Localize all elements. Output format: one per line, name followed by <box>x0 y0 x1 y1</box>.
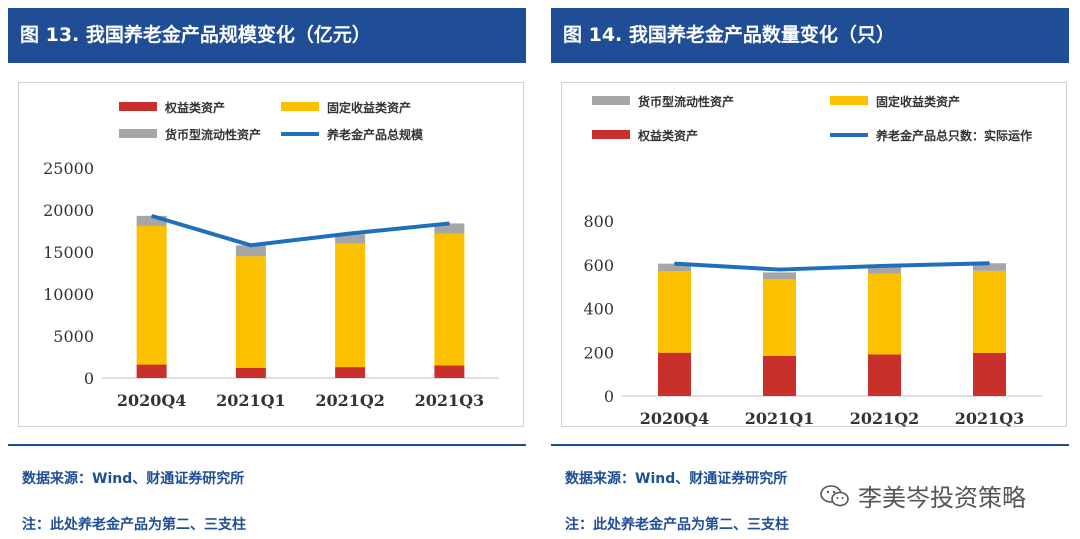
bar-segment <box>658 271 691 353</box>
bar-segment <box>763 272 796 279</box>
figure-14-chart: 0 200 400 600 800 2020Q4 2021Q1 2021Q2 2021Q3 货币型… <box>561 82 1067 428</box>
bar-segment <box>434 365 465 378</box>
legend-swatch <box>592 96 630 105</box>
legend-label: 货币型流动性资产 <box>165 127 261 142</box>
total-line <box>674 261 990 272</box>
bar-segment <box>335 234 366 244</box>
figure-14-title: 图 14. 我国养老金产品数量变化（只） <box>551 8 1069 63</box>
count-chart-svg: 0 200 400 600 800 2020Q4 2021Q1 2021Q2 2021Q3 货币型… <box>583 94 1042 428</box>
y-tick-label: 800 <box>583 212 614 231</box>
bar-segment <box>763 355 796 396</box>
figure-13-title: 图 13. 我国养老金产品规模变化（亿元） <box>8 8 526 63</box>
total-line-point <box>674 263 675 265</box>
bar-segment <box>434 223 465 234</box>
bar-segment <box>868 354 901 396</box>
bar-segment <box>973 263 1006 271</box>
figure-13-source: 数据来源：Wind、财通证券研究所 <box>22 471 245 487</box>
bar-segment <box>335 243 366 368</box>
bar-segment <box>235 245 266 257</box>
figure-13-chart: 0 5000 10000 15000 20000 25000 2020Q4 2021Q1 202… <box>18 82 524 427</box>
legend-label: 固定收益类资产 <box>327 100 411 115</box>
figure-13-panel: 图 13. 我国养老金产品规模变化（亿元） 0 5000 10000 15000 200… <box>8 0 526 539</box>
legend-swatch <box>830 96 868 105</box>
total-line-point <box>250 244 252 246</box>
bar-segment <box>136 364 167 378</box>
y-tick-label: 600 <box>583 256 614 275</box>
legend-label: 养老金产品总只数：实际运作 <box>875 128 1032 143</box>
y-tick-label: 20000 <box>43 201 94 220</box>
y-tick-label: 200 <box>583 343 614 362</box>
legend-label: 货币型流动性资产 <box>638 94 734 109</box>
y-tick-label: 0 <box>84 369 94 388</box>
x-category-label: 2021Q1 <box>216 391 286 410</box>
y-tick-label: 0 <box>604 387 614 406</box>
bar-segment <box>973 270 1006 353</box>
bar-segment <box>335 367 366 378</box>
legend-swatch <box>592 130 630 139</box>
legend-label: 固定收益类资产 <box>876 94 960 109</box>
scale-chart-svg: 0 5000 10000 15000 20000 25000 2020Q4 2021Q1 202… <box>43 100 499 410</box>
total-line-point <box>779 269 780 271</box>
total-line-point <box>884 265 885 267</box>
x-category-label: 2020Q4 <box>640 409 710 428</box>
y-tick-label: 15000 <box>43 243 94 262</box>
y-tick-label: 5000 <box>53 327 94 346</box>
figure-14-note: 注：此处养老金产品为第二、三支柱 <box>565 517 789 533</box>
divider <box>551 444 1069 446</box>
y-tick-label: 25000 <box>43 159 94 178</box>
x-category-label: 2021Q2 <box>315 391 385 410</box>
legend-swatch <box>119 129 157 138</box>
total-line-point <box>349 233 351 235</box>
total-line <box>151 213 450 248</box>
divider <box>8 444 526 446</box>
figure-13-note: 注：此处养老金产品为第二、三支柱 <box>22 517 246 533</box>
bar-segment <box>763 278 796 356</box>
bar-segment <box>235 256 266 368</box>
figure-14-source: 数据来源：Wind、财通证券研究所 <box>565 471 788 487</box>
bar-segment <box>434 233 465 366</box>
x-category-label: 2021Q2 <box>850 409 920 428</box>
bar-segment <box>658 263 691 272</box>
figure-14-panel: 图 14. 我国养老金产品数量变化（只） 0 200 400 600 800 2020Q4… <box>551 0 1069 539</box>
bar-segment <box>658 352 691 396</box>
total-line-point <box>151 215 153 217</box>
wechat-icon <box>820 484 849 506</box>
total-line-point <box>989 262 990 264</box>
legend-swatch <box>281 102 319 111</box>
bar-segment <box>973 352 1006 396</box>
bar-segment <box>235 367 266 378</box>
legend-label: 养老金产品总规模 <box>326 127 424 142</box>
watermark: 李美岑投资策略 <box>820 478 1026 513</box>
y-tick-label: 400 <box>583 300 614 319</box>
x-category-label: 2021Q3 <box>415 391 485 410</box>
y-tick-label: 10000 <box>43 285 94 304</box>
x-category-label: 2021Q3 <box>955 409 1025 428</box>
x-category-label: 2020Q4 <box>117 391 187 410</box>
bar-segment <box>868 266 901 274</box>
bar-segment <box>868 273 901 355</box>
watermark-text: 李美岑投资策略 <box>858 484 1026 512</box>
bar-segment <box>136 225 167 365</box>
total-line-point <box>448 222 450 224</box>
legend-label: 权益类资产 <box>637 128 698 143</box>
bar-segment <box>136 215 167 226</box>
x-category-label: 2021Q1 <box>745 409 815 428</box>
legend-label: 权益类资产 <box>164 100 225 115</box>
legend-swatch <box>119 102 157 111</box>
